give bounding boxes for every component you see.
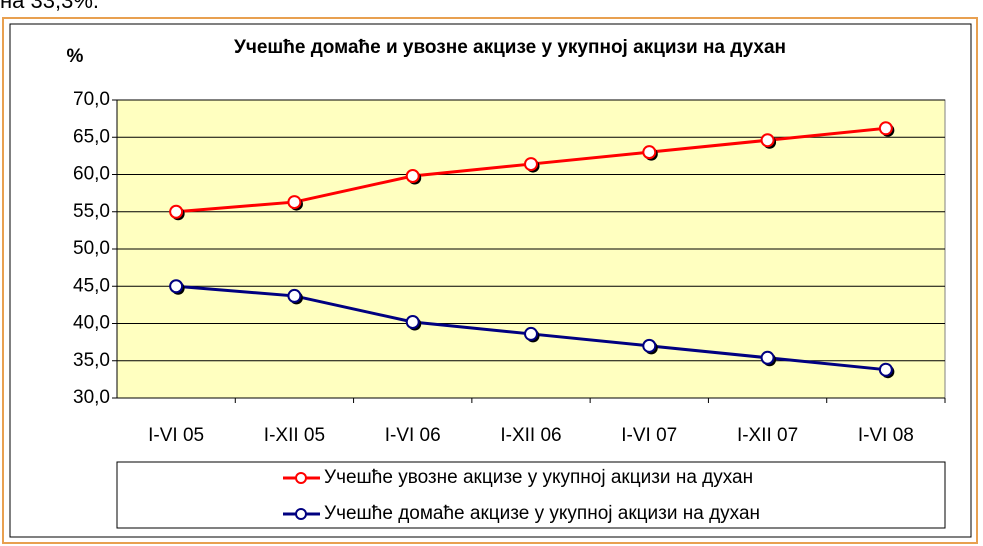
x-tick-label: I-XII 05 [264, 425, 325, 446]
marker [878, 362, 893, 377]
legend-marker [295, 508, 307, 520]
y-tick-label: 35,0 [73, 350, 110, 371]
marker [642, 145, 657, 160]
x-tick-label: I-XII 07 [737, 425, 798, 446]
y-tick-label: 45,0 [73, 275, 110, 296]
x-tick-label: I-VI 08 [858, 425, 914, 446]
outer-frame [2, 17, 978, 544]
marker [287, 288, 302, 303]
chart-title: Учешће домаће и увозне акцизе у укупној … [234, 37, 786, 58]
page-text: на 33,3%. [0, 0, 99, 13]
marker [405, 168, 420, 183]
marker [169, 204, 184, 219]
x-tick-label: I-VI 05 [148, 425, 204, 446]
y-tick-label: 55,0 [73, 201, 110, 222]
legend-label: Учешће домаће акцизе у укупној акцизи на… [324, 503, 760, 524]
x-tick-label: I-VI 06 [385, 425, 441, 446]
marker [878, 121, 893, 136]
legend-marker [295, 472, 307, 484]
y-tick-label: 70,0 [73, 89, 110, 110]
marker [760, 133, 775, 148]
marker [169, 279, 184, 294]
legend-box [116, 461, 946, 529]
x-tick-label: I-VI 07 [621, 425, 677, 446]
y-tick-label: 65,0 [73, 126, 110, 147]
legend-label: Учешће увозне акцизе у укупној акцизи на… [324, 467, 753, 488]
x-tick-label: I-XII 06 [500, 425, 561, 446]
marker [405, 315, 420, 330]
marker [524, 157, 538, 172]
y-tick-label: 60,0 [73, 164, 110, 185]
y-axis-label: % [67, 46, 84, 67]
marker [524, 326, 538, 341]
y-tick-label: 50,0 [73, 238, 110, 259]
marker [642, 338, 657, 353]
marker [287, 195, 302, 210]
marker [760, 350, 775, 365]
y-tick-label: 40,0 [73, 313, 110, 334]
y-tick-label: 30,0 [73, 387, 110, 408]
